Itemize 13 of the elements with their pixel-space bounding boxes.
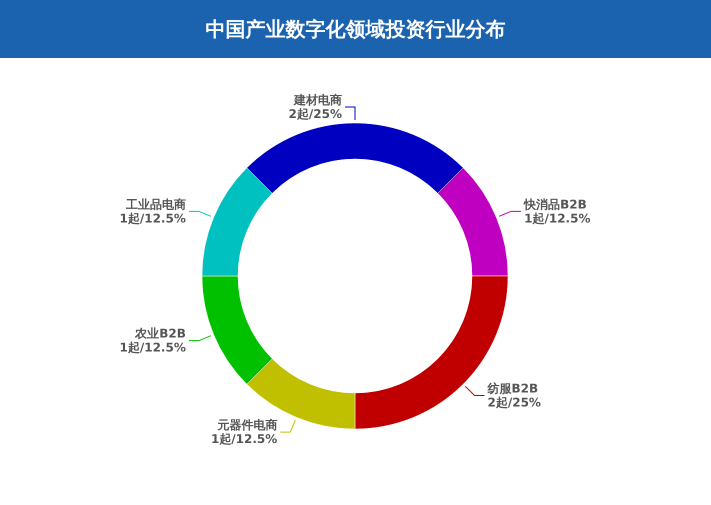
slice-label: 元器件电商: [216, 418, 278, 432]
slice-label: 纺服B2B: [486, 382, 538, 396]
slice-label: 农业B2B: [134, 326, 186, 341]
data-label: 1起/12.5%: [210, 432, 278, 446]
data-label: 2起/25%: [488, 396, 541, 410]
data-label: 1起/12.5%: [119, 340, 186, 355]
chart-title: 中国产业数字化领域投资行业分布: [206, 17, 506, 41]
slice-label: 工业品电商: [124, 197, 186, 212]
data-label: 1起/12.5%: [119, 211, 186, 226]
data-label: 1起/12.5%: [524, 211, 591, 226]
data-label: 2起/25%: [288, 107, 342, 121]
slice-label: 快消品B2B: [523, 197, 587, 212]
slice-label: 建材电商: [293, 93, 342, 107]
